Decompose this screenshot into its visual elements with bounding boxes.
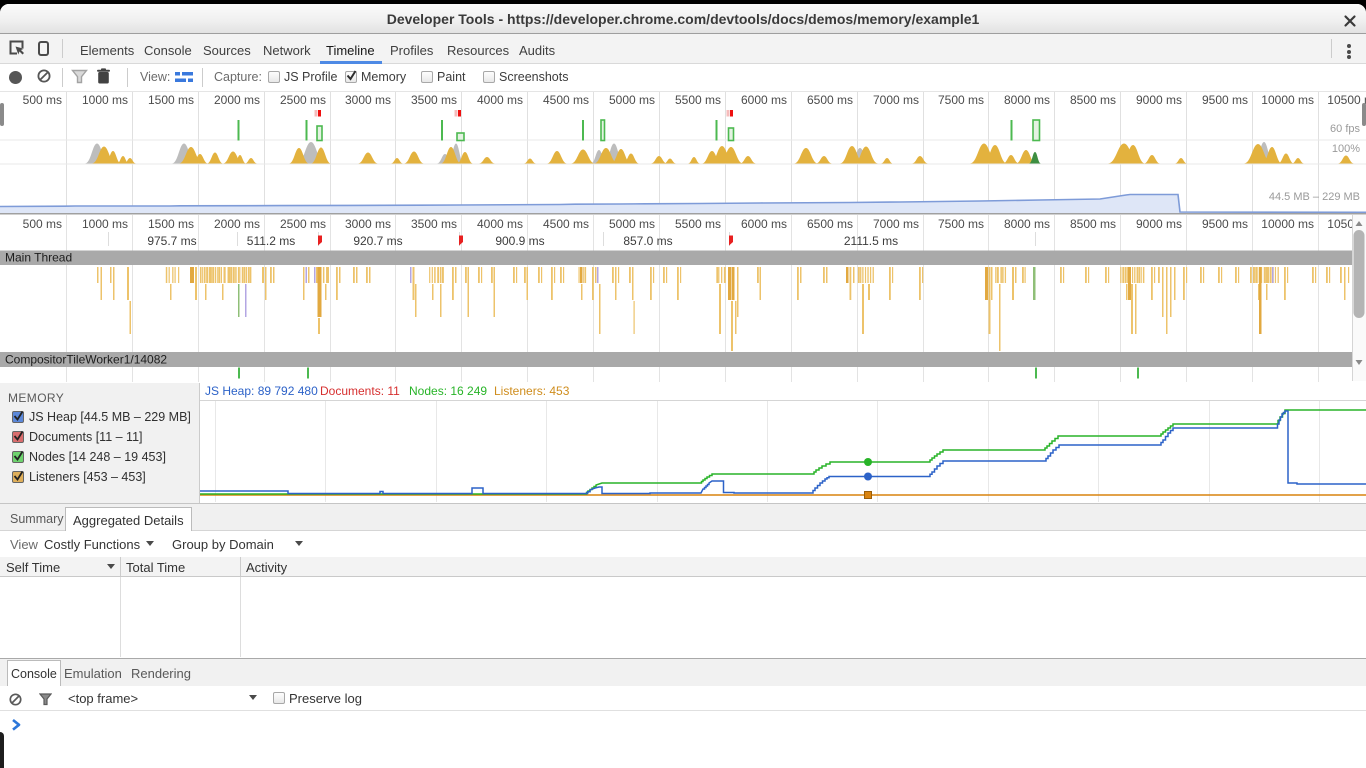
svg-text:1000 ms: 1000 ms <box>82 217 128 231</box>
svg-text:3500 ms: 3500 ms <box>411 93 457 107</box>
svg-text:8500 ms: 8500 ms <box>1070 93 1116 107</box>
svg-text:9500 ms: 9500 ms <box>1202 93 1248 107</box>
svg-text:2000 ms: 2000 ms <box>214 217 260 231</box>
svg-text:2500 ms: 2500 ms <box>280 93 326 107</box>
svg-text:CompositorTileWorker1/14082: CompositorTileWorker1/14082 <box>5 353 167 367</box>
svg-text:3500 ms: 3500 ms <box>411 217 457 231</box>
svg-text:10000 ms: 10000 ms <box>1261 217 1314 231</box>
svg-text:6500 ms: 6500 ms <box>807 93 853 107</box>
svg-text:900.9 ms: 900.9 ms <box>495 234 544 248</box>
svg-text:8000 ms: 8000 ms <box>1004 93 1050 107</box>
svg-text:7500 ms: 7500 ms <box>938 93 984 107</box>
svg-text:10000 ms: 10000 ms <box>1261 93 1314 107</box>
svg-text:8000 ms: 8000 ms <box>1004 217 1050 231</box>
svg-text:5500 ms: 5500 ms <box>675 217 721 231</box>
svg-text:1500 ms: 1500 ms <box>148 93 194 107</box>
svg-text:9000 ms: 9000 ms <box>1136 217 1182 231</box>
svg-text:5000 ms: 5000 ms <box>609 217 655 231</box>
svg-text:8500 ms: 8500 ms <box>1070 217 1116 231</box>
svg-text:7000 ms: 7000 ms <box>873 217 919 231</box>
svg-text:975.7 ms: 975.7 ms <box>147 234 196 248</box>
svg-text:5500 ms: 5500 ms <box>675 93 721 107</box>
svg-text:4000 ms: 4000 ms <box>477 93 523 107</box>
svg-text:10500 ms: 10500 ms <box>1327 93 1366 107</box>
svg-text:2500 ms: 2500 ms <box>280 217 326 231</box>
svg-text:1000 ms: 1000 ms <box>82 93 128 107</box>
svg-text:511.2 ms: 511.2 ms <box>247 234 295 248</box>
svg-text:4500 ms: 4500 ms <box>543 217 589 231</box>
svg-text:6500 ms: 6500 ms <box>807 217 853 231</box>
svg-text:500 ms: 500 ms <box>23 93 62 107</box>
svg-text:Main Thread: Main Thread <box>5 251 72 265</box>
svg-text:4500 ms: 4500 ms <box>543 93 589 107</box>
svg-text:3000 ms: 3000 ms <box>345 217 391 231</box>
svg-text:2000 ms: 2000 ms <box>214 93 260 107</box>
svg-text:3000 ms: 3000 ms <box>345 93 391 107</box>
svg-text:9000 ms: 9000 ms <box>1136 93 1182 107</box>
svg-text:6000 ms: 6000 ms <box>741 217 787 231</box>
svg-text:5000 ms: 5000 ms <box>609 93 655 107</box>
svg-text:857.0 ms: 857.0 ms <box>623 234 672 248</box>
svg-text:7500 ms: 7500 ms <box>938 217 984 231</box>
svg-text:4000 ms: 4000 ms <box>477 217 523 231</box>
svg-text:2111.5 ms: 2111.5 ms <box>844 234 898 248</box>
svg-text:920.7 ms: 920.7 ms <box>353 234 402 248</box>
svg-text:1500 ms: 1500 ms <box>148 217 194 231</box>
svg-text:9500 ms: 9500 ms <box>1202 217 1248 231</box>
svg-text:7000 ms: 7000 ms <box>873 93 919 107</box>
svg-text:6000 ms: 6000 ms <box>741 93 787 107</box>
svg-text:500 ms: 500 ms <box>23 217 62 231</box>
svg-text:44.5 MB – 229 MB: 44.5 MB – 229 MB <box>1269 191 1360 203</box>
svg-text:100%: 100% <box>1332 143 1360 155</box>
svg-text:60 fps: 60 fps <box>1330 123 1360 135</box>
